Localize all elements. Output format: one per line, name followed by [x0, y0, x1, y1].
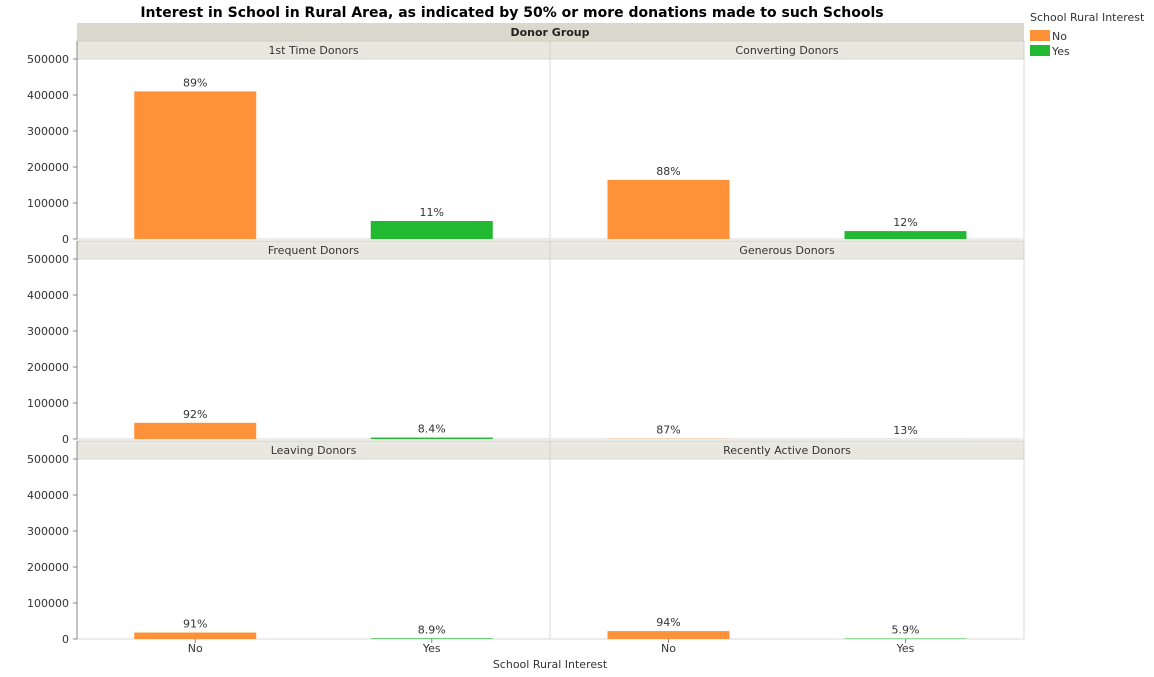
- y-tick-label: 100000: [27, 597, 69, 610]
- facets: 1st Time Donors 89% 11% Converting Donors 88…: [76, 40, 1025, 640]
- y-tick-label: 500000: [27, 253, 69, 266]
- bar: [844, 638, 967, 639]
- legend-swatch: [1030, 45, 1050, 56]
- facet-title: 1st Time Donors: [268, 44, 358, 57]
- y-tick-label: 100000: [27, 197, 69, 210]
- x-axis-label: School Rural Interest: [493, 658, 608, 671]
- facet-title: Recently Active Donors: [723, 444, 851, 457]
- x-tick-label: No: [188, 642, 203, 655]
- bar: [607, 631, 730, 639]
- bar: [134, 422, 257, 439]
- y-tick-label: 200000: [27, 561, 69, 574]
- bar-label: 89%: [183, 76, 207, 89]
- bar-label: 12%: [893, 216, 917, 229]
- legend: School Rural Interest No Yes: [1030, 11, 1145, 58]
- legend-title: School Rural Interest: [1030, 11, 1145, 24]
- bar: [607, 179, 730, 239]
- facet-plot-area: [549, 458, 1025, 640]
- bar: [134, 91, 257, 240]
- facet-plot-area: [549, 58, 1025, 240]
- axes: 0 100000 200000 300000 400000 500000 0 100000 20…: [27, 41, 915, 655]
- y-tick-label: 300000: [27, 525, 69, 538]
- facet-title: Leaving Donors: [271, 444, 357, 457]
- facet-plot-area: [549, 258, 1025, 440]
- y-tick-label: 400000: [27, 289, 69, 302]
- facet-panel: Frequent Donors 92% 8.4%: [76, 240, 551, 440]
- y-tick-label: 300000: [27, 325, 69, 338]
- facet-title: Converting Donors: [735, 44, 838, 57]
- facet-title: Generous Donors: [739, 244, 835, 257]
- bar-label: 92%: [183, 408, 207, 421]
- y-tick-label: 0: [62, 433, 69, 446]
- bar: [134, 632, 257, 639]
- facet-plot-area: [76, 458, 551, 640]
- y-tick-label: 500000: [27, 453, 69, 466]
- bar-label: 11%: [420, 206, 444, 219]
- facet-panel: Recently Active Donors 94% 5.9%: [549, 440, 1025, 640]
- bar-label: 94%: [656, 616, 680, 629]
- x-tick-label: Yes: [896, 642, 915, 655]
- chart-title: Interest in School in Rural Area, as ind…: [140, 5, 883, 21]
- facet-panel: Converting Donors 88% 12%: [549, 40, 1025, 240]
- bar: [370, 638, 493, 639]
- bar: [844, 231, 967, 239]
- facet-header-band: [77, 23, 1024, 41]
- y-tick-label: 100000: [27, 397, 69, 410]
- bar: [370, 221, 493, 239]
- legend-swatch: [1030, 30, 1050, 41]
- legend-item-label: Yes: [1051, 45, 1070, 58]
- y-tick-label: 200000: [27, 161, 69, 174]
- y-tick-label: 0: [62, 633, 69, 646]
- y-tick-label: 200000: [27, 361, 69, 374]
- y-tick-label: 400000: [27, 89, 69, 102]
- bar-label: 8.4%: [418, 423, 446, 436]
- y-tick-label: 400000: [27, 489, 69, 502]
- x-tick-label: Yes: [422, 642, 441, 655]
- bar-label: 5.9%: [892, 623, 920, 636]
- facet-panel: Leaving Donors 91% 8.9%: [76, 440, 551, 640]
- bar-label: 88%: [656, 165, 680, 178]
- bar-label: 87%: [656, 424, 680, 437]
- bar-label: 91%: [183, 618, 207, 631]
- bar-label: 8.9%: [418, 623, 446, 636]
- facet-plot-area: [76, 258, 551, 440]
- x-tick-label: No: [661, 642, 676, 655]
- y-tick-label: 300000: [27, 125, 69, 138]
- facet-panel: 1st Time Donors 89% 11%: [76, 40, 551, 240]
- facet-panel: Generous Donors 87% 13%: [549, 240, 1025, 440]
- y-tick-label: 0: [62, 233, 69, 246]
- y-tick-label: 500000: [27, 53, 69, 66]
- bar-label: 13%: [893, 424, 917, 437]
- facet-header: Donor Group: [510, 26, 589, 39]
- bar: [370, 437, 493, 439]
- facet-title: Frequent Donors: [268, 244, 360, 257]
- legend-item-label: No: [1052, 30, 1067, 43]
